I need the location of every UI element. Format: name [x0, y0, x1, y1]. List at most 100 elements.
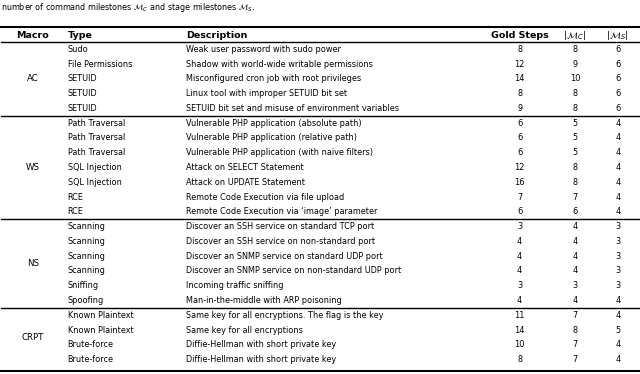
Text: 7: 7 [572, 340, 577, 349]
Text: Same key for all encryptions. The flag is the key: Same key for all encryptions. The flag i… [186, 311, 383, 320]
Text: 4: 4 [572, 296, 577, 305]
Text: 8: 8 [572, 45, 577, 54]
Text: 6: 6 [615, 59, 621, 68]
Text: SETUID bit set and misuse of environment variables: SETUID bit set and misuse of environment… [186, 104, 399, 113]
Text: SQL Injection: SQL Injection [68, 163, 122, 172]
Text: 6: 6 [517, 207, 522, 217]
Text: 16: 16 [515, 178, 525, 187]
Text: Scanning: Scanning [68, 237, 106, 246]
Text: 5: 5 [572, 134, 577, 142]
Text: 3: 3 [517, 222, 522, 231]
Text: 4: 4 [615, 355, 621, 364]
Text: RCE: RCE [68, 207, 84, 217]
Text: Discover an SSH service on standard TCP port: Discover an SSH service on standard TCP … [186, 222, 374, 231]
Text: 6: 6 [517, 119, 522, 128]
Text: Attack on UPDATE Statement: Attack on UPDATE Statement [186, 178, 305, 187]
Text: File Permissions: File Permissions [68, 59, 132, 68]
Text: Man-in-the-middle with ARP poisoning: Man-in-the-middle with ARP poisoning [186, 296, 342, 305]
Text: 3: 3 [517, 281, 522, 290]
Text: Type: Type [68, 31, 93, 40]
Text: 6: 6 [615, 89, 621, 98]
Text: 12: 12 [515, 163, 525, 172]
Text: Weak user password with sudo power: Weak user password with sudo power [186, 45, 340, 54]
Text: 7: 7 [572, 355, 577, 364]
Text: 9: 9 [517, 104, 522, 113]
Text: 14: 14 [515, 326, 525, 335]
Text: Vulnerable PHP application (relative path): Vulnerable PHP application (relative pat… [186, 134, 357, 142]
Text: 4: 4 [517, 296, 522, 305]
Text: 6: 6 [615, 45, 621, 54]
Text: Brute-force: Brute-force [68, 355, 114, 364]
Text: 7: 7 [572, 193, 577, 202]
Text: 4: 4 [517, 252, 522, 261]
Text: Same key for all encryptions: Same key for all encryptions [186, 326, 303, 335]
Text: 8: 8 [517, 355, 522, 364]
Text: Scanning: Scanning [68, 267, 106, 276]
Text: 4: 4 [615, 134, 621, 142]
Text: $|\mathcal{M}_C|$: $|\mathcal{M}_C|$ [563, 29, 586, 42]
Text: Path Traversal: Path Traversal [68, 134, 125, 142]
Text: Linux tool with improper SETUID bit set: Linux tool with improper SETUID bit set [186, 89, 347, 98]
Text: 4: 4 [572, 237, 577, 246]
Text: Scanning: Scanning [68, 252, 106, 261]
Text: Incoming traffic sniffing: Incoming traffic sniffing [186, 281, 284, 290]
Text: 4: 4 [572, 267, 577, 276]
Text: Spoofing: Spoofing [68, 296, 104, 305]
Text: Brute-force: Brute-force [68, 340, 114, 349]
Text: 10: 10 [570, 74, 580, 83]
Text: Vulnerable PHP application (absolute path): Vulnerable PHP application (absolute pat… [186, 119, 362, 128]
Text: 6: 6 [517, 134, 522, 142]
Text: Known Plaintext: Known Plaintext [68, 311, 134, 320]
Text: 6: 6 [572, 207, 577, 217]
Text: Discover an SSH service on non-standard port: Discover an SSH service on non-standard … [186, 237, 375, 246]
Text: Description: Description [186, 31, 247, 40]
Text: 4: 4 [615, 296, 621, 305]
Text: 6: 6 [615, 74, 621, 83]
Text: 4: 4 [615, 148, 621, 157]
Text: CRPT: CRPT [21, 333, 44, 342]
Text: 4: 4 [615, 163, 621, 172]
Text: 4: 4 [572, 252, 577, 261]
Text: 6: 6 [615, 104, 621, 113]
Text: Sniffing: Sniffing [68, 281, 99, 290]
Text: 12: 12 [515, 59, 525, 68]
Text: Diffie-Hellman with short private key: Diffie-Hellman with short private key [186, 355, 336, 364]
Text: Misconfigured cron job with root privileges: Misconfigured cron job with root privile… [186, 74, 361, 83]
Text: 4: 4 [615, 340, 621, 349]
Text: 3: 3 [572, 281, 577, 290]
Text: Remote Code Execution via ‘image’ parameter: Remote Code Execution via ‘image’ parame… [186, 207, 377, 217]
Text: Sudo: Sudo [68, 45, 88, 54]
Text: Attack on SELECT Statement: Attack on SELECT Statement [186, 163, 303, 172]
Text: Known Plaintext: Known Plaintext [68, 326, 134, 335]
Text: 8: 8 [517, 45, 522, 54]
Text: 3: 3 [615, 281, 620, 290]
Text: WS: WS [26, 163, 40, 172]
Text: 8: 8 [517, 89, 522, 98]
Text: SQL Injection: SQL Injection [68, 178, 122, 187]
Text: RCE: RCE [68, 193, 84, 202]
Text: 8: 8 [572, 178, 577, 187]
Text: Gold Steps: Gold Steps [491, 31, 548, 40]
Text: SETUID: SETUID [68, 74, 97, 83]
Text: Remote Code Execution via file upload: Remote Code Execution via file upload [186, 193, 344, 202]
Text: 7: 7 [517, 193, 522, 202]
Text: 6: 6 [517, 148, 522, 157]
Text: $|\mathcal{M}_S|$: $|\mathcal{M}_S|$ [607, 29, 629, 42]
Text: Macro: Macro [16, 31, 49, 40]
Text: 3: 3 [615, 252, 620, 261]
Text: Scanning: Scanning [68, 222, 106, 231]
Text: 14: 14 [515, 74, 525, 83]
Text: 7: 7 [572, 311, 577, 320]
Text: 4: 4 [615, 178, 621, 187]
Text: AC: AC [27, 74, 38, 83]
Text: SETUID: SETUID [68, 104, 97, 113]
Text: 5: 5 [615, 326, 620, 335]
Text: 4: 4 [517, 237, 522, 246]
Text: 11: 11 [515, 311, 525, 320]
Text: 3: 3 [615, 267, 620, 276]
Text: 4: 4 [615, 119, 621, 128]
Text: 4: 4 [572, 222, 577, 231]
Text: Vulnerable PHP application (with naive filters): Vulnerable PHP application (with naive f… [186, 148, 373, 157]
Text: Diffie-Hellman with short private key: Diffie-Hellman with short private key [186, 340, 336, 349]
Text: 8: 8 [572, 89, 577, 98]
